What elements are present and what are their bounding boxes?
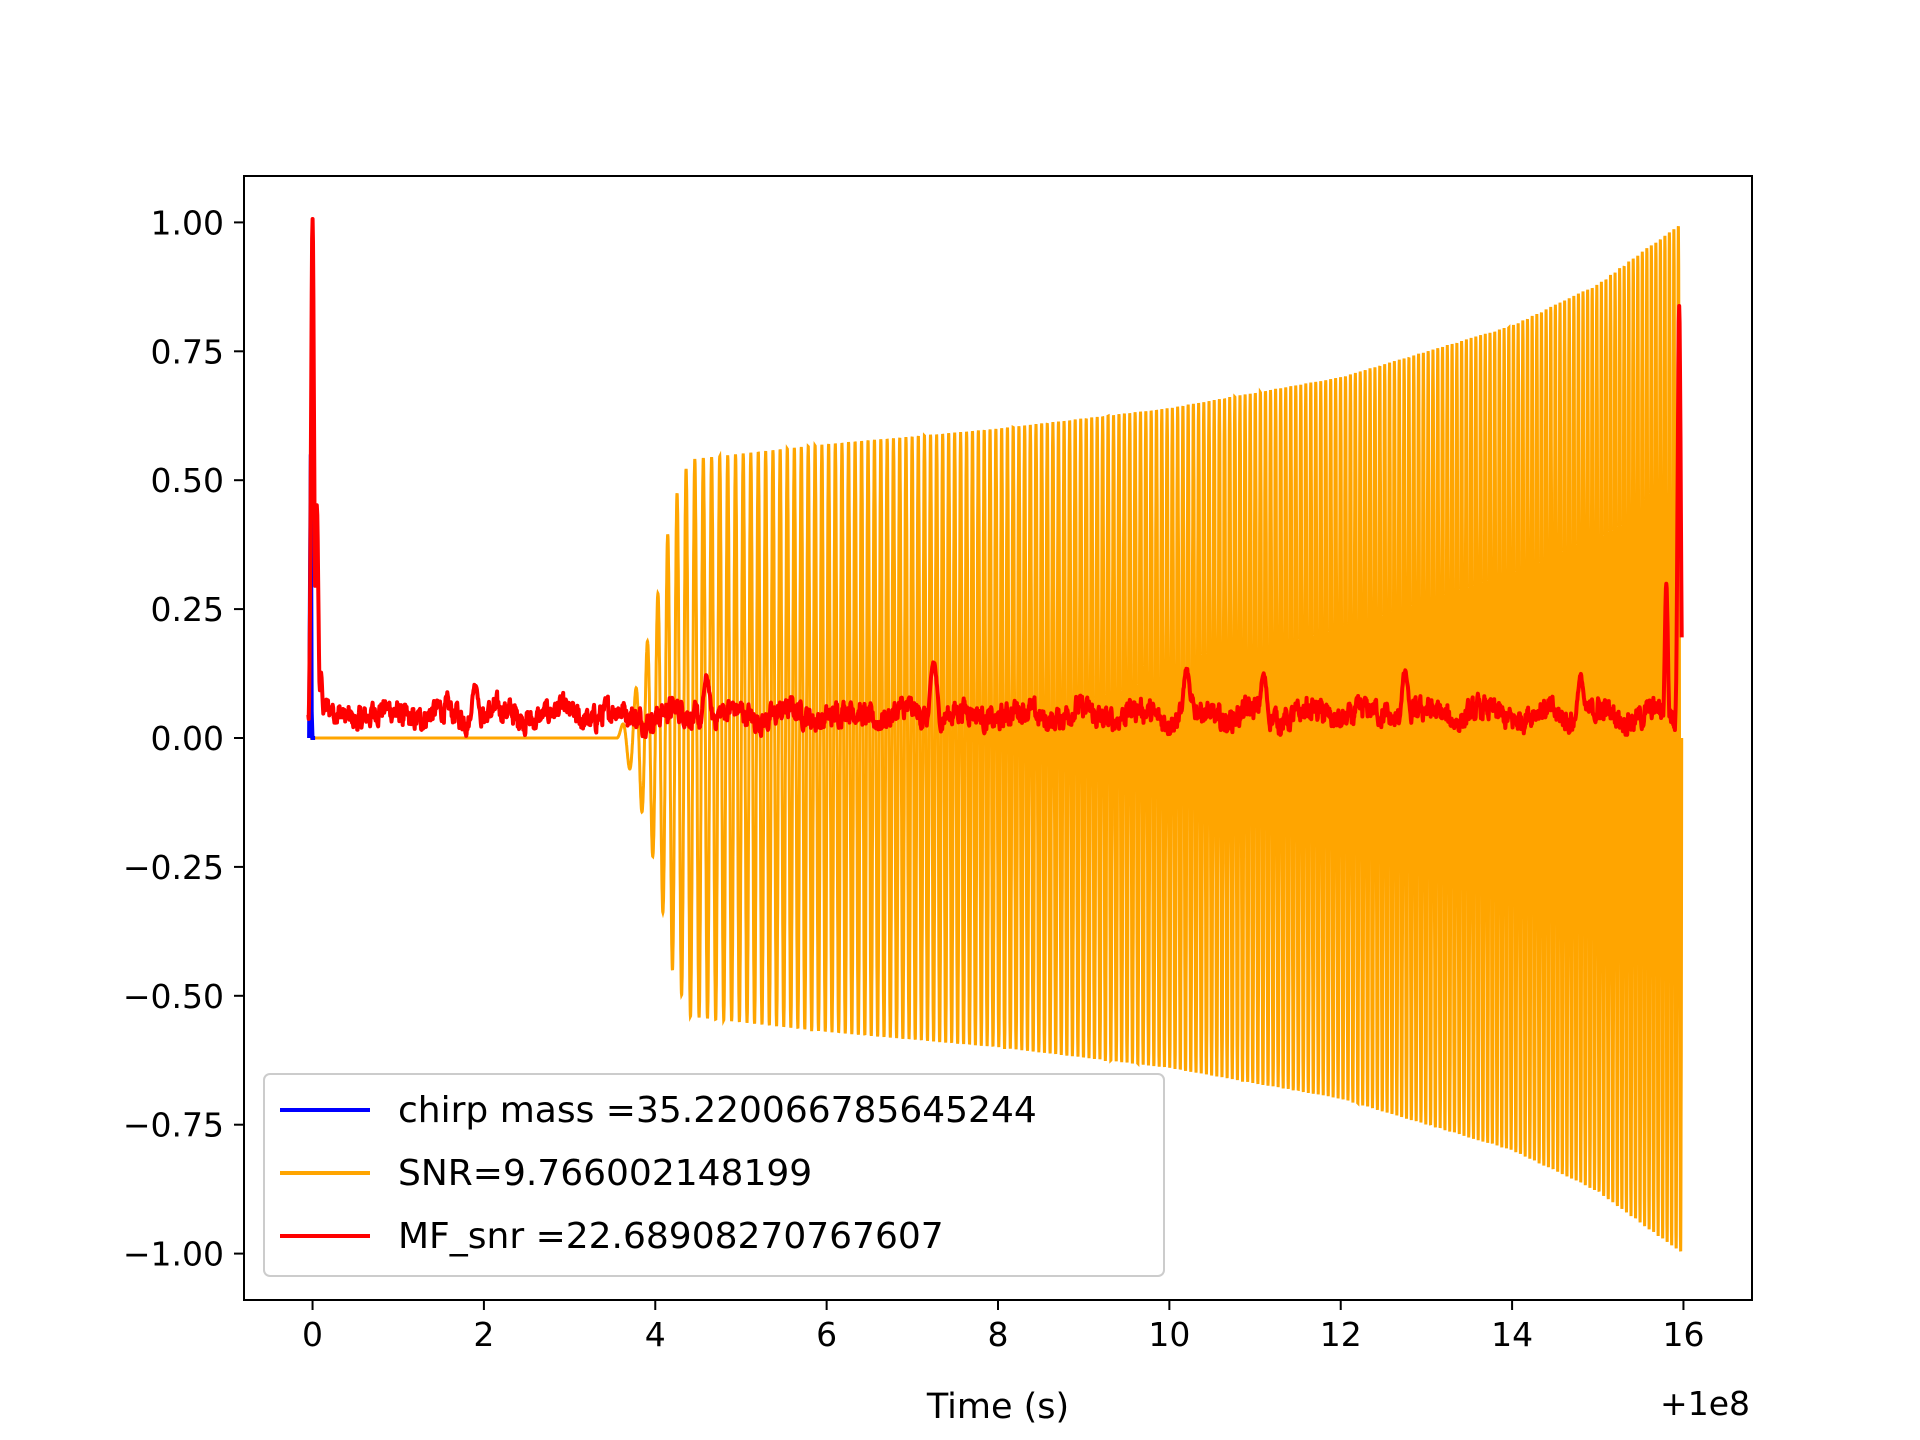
x-tick-label-7: 14 bbox=[1491, 1315, 1533, 1354]
x-tick-label-6: 12 bbox=[1320, 1315, 1362, 1354]
x-tick-label-5: 10 bbox=[1148, 1315, 1190, 1354]
x-tick-label-1: 2 bbox=[473, 1315, 494, 1354]
legend-box bbox=[263, 1073, 1165, 1277]
legend-label-chirp-mass: chirp mass =35.220066785645244 bbox=[398, 1090, 1037, 1131]
legend-label-snr: SNR=9.766002148199 bbox=[398, 1153, 812, 1194]
legend: chirp mass =35.220066785645244 SNR=9.766… bbox=[263, 1073, 1165, 1277]
legend-label-mf-snr: MF_snr =22.68908270767607 bbox=[398, 1216, 944, 1257]
y-tick-label-8: −1.00 bbox=[123, 1235, 224, 1274]
x-tick-label-4: 8 bbox=[988, 1315, 1009, 1354]
x-axis-offset-label: +1e8 bbox=[1660, 1384, 1750, 1423]
x-tick-label-2: 4 bbox=[645, 1315, 666, 1354]
y-axis: 1.00 0.75 0.50 0.25 0.00 −0.25 −0.50 −0.75 −1.00 bbox=[123, 203, 244, 1274]
y-tick-label-2: 0.50 bbox=[151, 461, 224, 500]
x-axis: 0 2 4 6 8 10 12 14 16 bbox=[302, 1300, 1704, 1354]
x-tick-label-8: 16 bbox=[1662, 1315, 1704, 1354]
x-axis-label: Time (s) bbox=[926, 1387, 1069, 1427]
y-tick-label-7: −0.75 bbox=[123, 1106, 224, 1145]
y-tick-label-3: 0.25 bbox=[151, 590, 224, 629]
series-mf-snr-line bbox=[306, 217, 1684, 739]
y-tick-label-0: 1.00 bbox=[151, 203, 224, 242]
y-tick-label-5: −0.25 bbox=[123, 848, 224, 887]
series-layer bbox=[306, 217, 1684, 1252]
x-tick-label-3: 6 bbox=[816, 1315, 837, 1354]
y-tick-label-1: 0.75 bbox=[151, 332, 224, 371]
y-tick-label-4: 0.00 bbox=[151, 719, 224, 758]
x-tick-label-0: 0 bbox=[302, 1315, 323, 1354]
y-tick-label-6: −0.50 bbox=[123, 977, 224, 1016]
series-snr-line bbox=[310, 226, 1684, 1252]
